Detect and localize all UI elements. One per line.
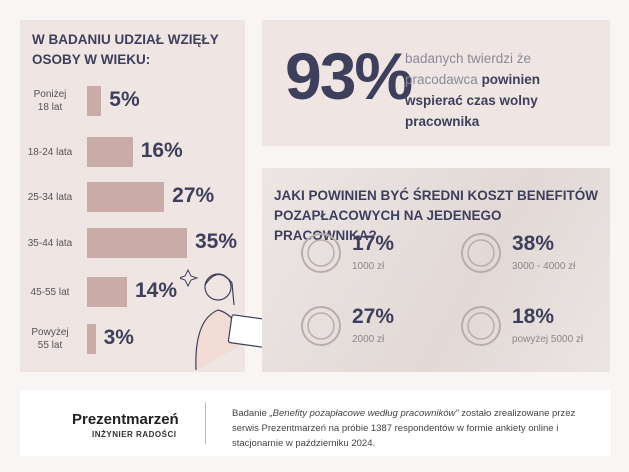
bar (87, 86, 102, 116)
note-title: „Benefity pozapłacowe według pracowników… (269, 408, 459, 419)
illustration (180, 268, 269, 371)
cost-label: 1000 zł (352, 261, 385, 272)
value-label: 5% (109, 88, 140, 111)
stat-panel (262, 20, 610, 146)
divider (205, 402, 206, 444)
chart-title: W BADANIU UDZIAŁ WZIĘŁY OSOBY W WIEKU: (32, 32, 219, 67)
category-label: 18-24 lata (27, 146, 73, 158)
cost-title: JAKI POWINIEN BYĆ ŚREDNI KOSZT BENEFITÓW… (274, 188, 599, 243)
cost-label: 3000 - 4000 zł (512, 261, 576, 272)
category-label: 45-55 lat (30, 286, 70, 298)
coin-icon (301, 306, 341, 346)
value-label: 14% (135, 279, 178, 302)
category-label: 35-44 lata (27, 237, 73, 249)
coin-icon (461, 306, 501, 346)
footer-note: Badanie „Benefity pozapłacowe według pra… (232, 406, 602, 451)
tagline: INŻYNIER RADOŚCI (92, 430, 177, 439)
stat-text-bold: powinien wspierać czas wolny pracownika (405, 72, 541, 129)
stat-value: 93% (285, 39, 413, 113)
value-label: 35% (195, 230, 238, 253)
cost-value: 27% (352, 305, 395, 328)
bar (87, 182, 165, 212)
note-end: zostało zrealizowane przez serwis Prezen… (232, 408, 576, 449)
cost-label: 2000 zł (352, 334, 385, 345)
cost-value: 18% (512, 305, 555, 328)
bar (87, 324, 96, 354)
bar (87, 277, 127, 307)
stat-text: badanych twierdzi że pracodawca powinien… (405, 48, 600, 132)
footer (20, 390, 610, 456)
cost-panel (262, 168, 610, 372)
cost-label: powyżej 5000 zł (512, 334, 584, 345)
stat-text-regular: badanych twierdzi że pracodawca (405, 51, 532, 87)
cost-value: 17% (352, 232, 395, 255)
cost-value: 38% (512, 232, 555, 255)
coin-icon (301, 233, 341, 273)
bar (87, 228, 187, 258)
category-label: 25-34 lata (27, 191, 73, 203)
category-label: Powyżej 55 lat (31, 327, 69, 351)
category-label: Poniżej 18 lat (33, 89, 67, 113)
value-label: 27% (172, 184, 215, 207)
value-label: 3% (103, 326, 134, 349)
coin-icon (461, 233, 501, 273)
value-label: 16% (140, 139, 183, 162)
bar (87, 137, 133, 167)
brand: Prezentmarzeń (72, 411, 179, 428)
note-start: Badanie (232, 408, 267, 419)
